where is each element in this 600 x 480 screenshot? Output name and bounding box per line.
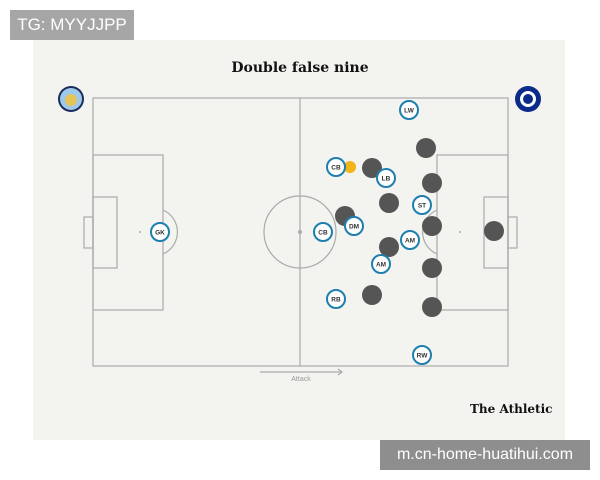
player-cb: CB bbox=[313, 222, 333, 242]
svg-text:RW: RW bbox=[417, 353, 429, 360]
ball bbox=[344, 161, 356, 173]
opponent-player bbox=[362, 158, 382, 178]
svg-text:AM: AM bbox=[405, 238, 415, 245]
opponent-player bbox=[422, 173, 442, 193]
player-lb: LB bbox=[376, 168, 396, 188]
opponents bbox=[335, 138, 504, 317]
players: GK LW CB LB ST DM CB AM AM RB RW bbox=[150, 100, 432, 365]
opponent-player bbox=[422, 216, 442, 236]
man-city-badge-icon bbox=[58, 86, 84, 112]
chelsea-badge-icon bbox=[515, 86, 541, 112]
svg-text:GK: GK bbox=[155, 230, 165, 237]
player-cb: CB bbox=[326, 157, 346, 177]
diagram-card bbox=[33, 40, 565, 440]
watermark-top: TG: MYYJJPP bbox=[10, 10, 134, 40]
svg-text:LW: LW bbox=[404, 108, 415, 115]
svg-text:LB: LB bbox=[382, 176, 391, 183]
player-am: AM bbox=[371, 254, 391, 274]
svg-text:CB: CB bbox=[331, 165, 341, 172]
diagram-title: Double false nine bbox=[231, 60, 369, 76]
opponent-player bbox=[362, 285, 382, 305]
svg-text:AM: AM bbox=[376, 262, 386, 269]
svg-text:CB: CB bbox=[318, 230, 328, 237]
opponent-player bbox=[379, 193, 399, 213]
player-rw: RW bbox=[412, 345, 432, 365]
pitch-lines bbox=[83, 97, 518, 376]
player-am: AM bbox=[400, 230, 420, 250]
svg-text:RB: RB bbox=[331, 297, 341, 304]
svg-text:ST: ST bbox=[418, 203, 426, 210]
svg-text:DM: DM bbox=[349, 224, 359, 231]
player-st: ST bbox=[412, 195, 432, 215]
the-athletic-logo: The Athletic bbox=[470, 402, 553, 416]
player-gk: GK bbox=[150, 222, 170, 242]
opponent-player bbox=[422, 258, 442, 278]
opponent-player bbox=[416, 138, 436, 158]
player-rb: RB bbox=[326, 289, 346, 309]
player-dm: DM bbox=[344, 216, 364, 236]
watermark-bottom: m.cn-home-huatihui.com bbox=[380, 440, 590, 470]
opponent-player bbox=[422, 297, 442, 317]
attack-label: Attack bbox=[291, 376, 311, 383]
opponent-player bbox=[379, 237, 399, 257]
player-lw: LW bbox=[399, 100, 419, 120]
opponent-player bbox=[484, 221, 504, 241]
